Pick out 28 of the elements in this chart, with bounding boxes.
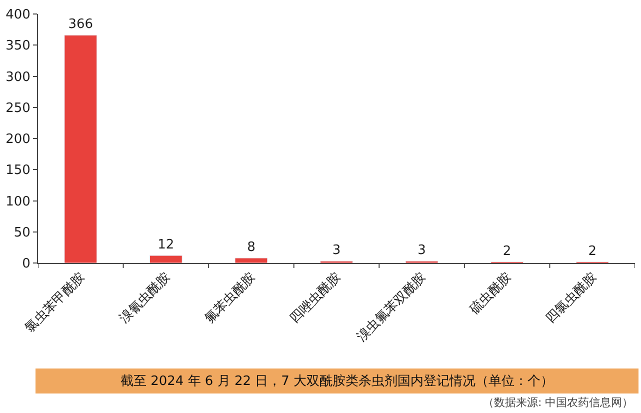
x-tick-label: 四氯虫酰胺 (543, 270, 600, 326)
data-label: 2 (588, 244, 596, 259)
y-tick-label: 400 (6, 8, 30, 23)
x-tick-label: 四唑虫酰胺 (287, 270, 344, 326)
y-tick-label: 0 (22, 256, 30, 272)
bar (234, 258, 268, 263)
data-label: 8 (247, 240, 256, 256)
y-tick-label: 250 (6, 100, 30, 116)
data-label: 3 (332, 243, 341, 258)
data-label: 12 (158, 238, 174, 253)
data-label: 366 (68, 17, 94, 32)
bar (64, 34, 98, 263)
data-label: 3 (418, 243, 426, 258)
bar (149, 255, 182, 263)
x-tick-label: 溴虫氟苯双酰胺 (354, 270, 430, 345)
text: 截至 2024 年 6 月 22 日，7 大双酰胺类杀虫剂国内登记情况（单位：个） (120, 373, 554, 389)
y-tick-label: 150 (6, 163, 30, 178)
x-tick-label: 氯虫苯甲酰胺 (22, 270, 88, 336)
x-tick-label: 氟苯虫酰胺 (202, 270, 259, 326)
data-label: 2 (502, 244, 512, 259)
y-tick-label: 50 (14, 225, 30, 240)
y-tick-label: 100 (6, 194, 30, 210)
x-tick-label: 溴氰虫酰胺 (116, 270, 174, 326)
y-tick-label: 300 (6, 70, 30, 85)
text: （数据来源: 中国农药信息网） (483, 396, 634, 409)
y-tick-label: 350 (6, 38, 30, 54)
y-tick-label: 200 (6, 132, 30, 148)
x-tick-label: 硫虫酰胺 (467, 270, 514, 318)
